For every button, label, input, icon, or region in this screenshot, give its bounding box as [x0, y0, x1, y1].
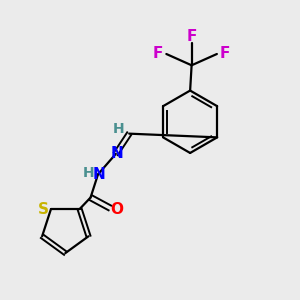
Text: F: F: [220, 46, 230, 62]
Text: F: F: [153, 46, 163, 62]
Text: S: S: [38, 202, 49, 217]
Text: N: N: [111, 146, 123, 161]
Text: H: H: [82, 166, 94, 180]
Text: F: F: [186, 29, 197, 44]
Text: H: H: [113, 122, 124, 136]
Text: O: O: [110, 202, 124, 217]
Text: N: N: [93, 167, 106, 182]
